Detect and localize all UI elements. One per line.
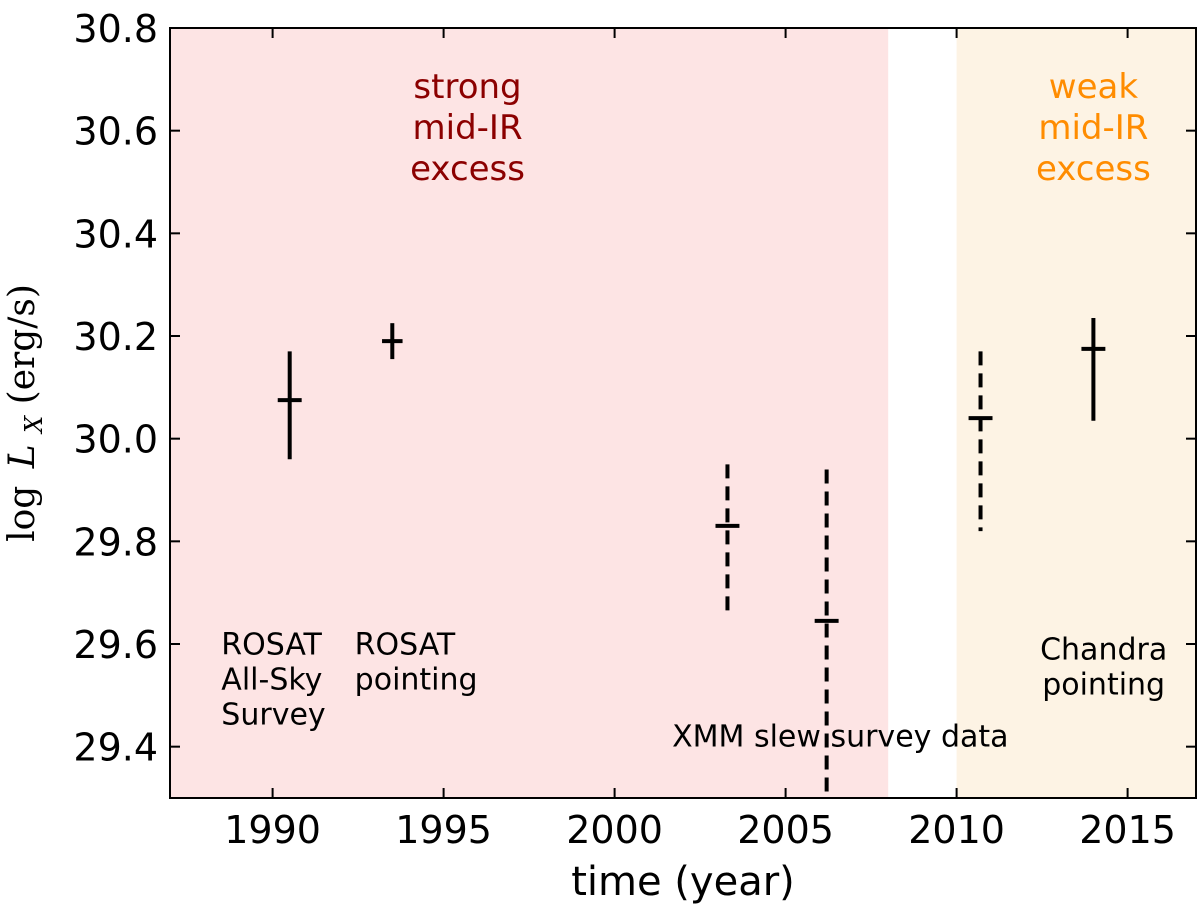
band-label-line: strong bbox=[413, 67, 521, 107]
data-point-1 bbox=[277, 351, 302, 460]
data-point-5 bbox=[968, 351, 993, 532]
annotation-4: Chandra pointing bbox=[1040, 632, 1167, 702]
y-tick-label: 29.4 bbox=[73, 726, 158, 770]
y-tick-label: 30.6 bbox=[73, 110, 158, 154]
band-label-weak-ir: weak mid-IR excess bbox=[1036, 67, 1151, 189]
annotation-line: ROSAT bbox=[221, 627, 322, 662]
band-label-line: excess bbox=[410, 149, 525, 189]
x-tick-label: 2015 bbox=[1079, 808, 1176, 852]
band-label-line: mid-IR bbox=[1038, 108, 1148, 148]
x-axis-title: time (year) bbox=[571, 859, 795, 905]
y-tick-label: 30.2 bbox=[73, 315, 158, 359]
annotation-line: Survey bbox=[221, 697, 325, 732]
y-axis-title: log L X (erg/s) bbox=[2, 284, 51, 542]
y-tick-label: 30.4 bbox=[73, 212, 158, 256]
annotation-line: pointing bbox=[355, 662, 478, 697]
y-axis-title-L: L bbox=[2, 444, 43, 469]
annotation-3: XMM slew survey data bbox=[672, 720, 1008, 755]
annotation-2: ROSAT pointing bbox=[355, 627, 478, 697]
y-axis-title-log: log bbox=[2, 486, 43, 542]
x-tick-label: 2005 bbox=[737, 808, 834, 852]
data-point-4 bbox=[814, 469, 839, 798]
y-tick-label: 30.8 bbox=[73, 7, 158, 51]
y-axis-title-sub: X bbox=[20, 415, 48, 435]
data-point-6 bbox=[1081, 318, 1106, 421]
annotation-1: ROSAT All-Sky Survey bbox=[221, 627, 325, 732]
data-points bbox=[277, 318, 1106, 798]
annotation-line: Chandra bbox=[1040, 632, 1167, 667]
x-tick-label: 2010 bbox=[908, 808, 1005, 852]
x-tick-label: 2000 bbox=[566, 808, 663, 852]
annotation-line: XMM slew survey data bbox=[672, 720, 1008, 755]
x-tick-label: 1990 bbox=[224, 808, 321, 852]
band-label-line: mid-IR bbox=[413, 108, 523, 148]
band-label-line: excess bbox=[1036, 149, 1151, 189]
data-point-2 bbox=[382, 323, 403, 360]
annotation-line: All-Sky bbox=[221, 662, 322, 697]
band-label-line: weak bbox=[1049, 67, 1139, 107]
x-tick-label: 1995 bbox=[395, 808, 492, 852]
x-axis-ticks: 1990 1995 2000 2005 2010 2015 bbox=[224, 28, 1176, 852]
y-tick-label: 29.8 bbox=[73, 520, 158, 564]
y-tick-label: 30.0 bbox=[73, 418, 158, 462]
data-point-3 bbox=[715, 464, 740, 619]
y-axis-ticks: 29.4 29.6 29.8 30.0 30.2 30.4 30.6 30.8 bbox=[73, 7, 1196, 770]
y-axis-title-unit: (erg/s) bbox=[2, 284, 43, 404]
annotation-line: pointing bbox=[1042, 667, 1165, 702]
plot-frame bbox=[169, 27, 1197, 799]
y-tick-label: 29.6 bbox=[73, 623, 158, 667]
band-weak-ir bbox=[956, 28, 1196, 798]
band-label-strong-ir: strong mid-IR excess bbox=[410, 67, 525, 189]
annotation-line: ROSAT bbox=[355, 627, 456, 662]
